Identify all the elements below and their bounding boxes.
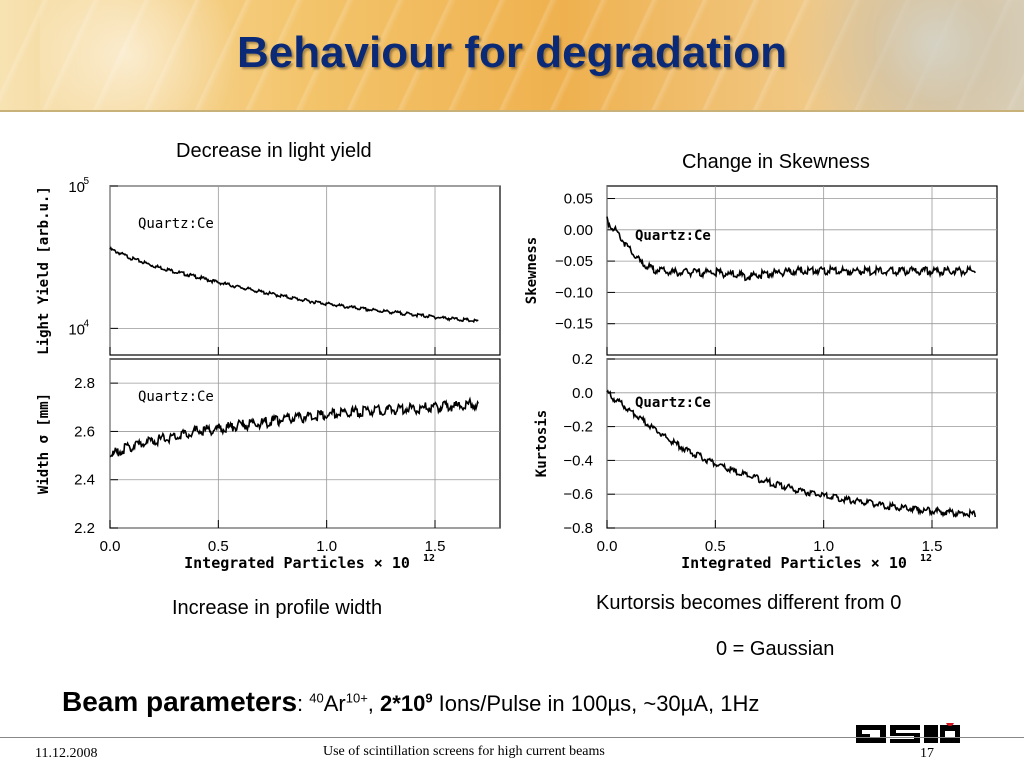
slide-title: Behaviour for degradation (236, 28, 788, 77)
beam-parameters-label: Beam parameters (62, 686, 298, 717)
y-tick-label: 0.05 (564, 191, 593, 208)
caption-light-yield: Decrease in light yield (176, 140, 372, 162)
beam-separator: , (367, 691, 381, 716)
caption-skewness: Change in Skewness (682, 151, 870, 173)
plot-frame (109, 358, 501, 529)
y-tick-label: 0.0 (572, 385, 593, 402)
beam-intensity: 2*10 (380, 691, 426, 716)
y-tick-label: 2.4 (74, 472, 95, 489)
y-tick-label: −0.2 (563, 419, 593, 436)
beam-details: Ions/Pulse in 100µs, ~30µA, 1Hz (432, 691, 760, 716)
y-tick-label: −0.6 (563, 486, 593, 503)
y-tick-label: 2.6 (74, 423, 95, 440)
x-tick-label: 0.5 (208, 538, 229, 555)
y-tick-label: −0.10 (555, 284, 593, 301)
series-annotation: Quartz:Ce (635, 395, 711, 411)
x-tick-label: 1.0 (316, 538, 337, 555)
x-axis-label-exponent: 12 (423, 553, 435, 564)
x-tick-label: 0.0 (100, 538, 121, 555)
header-banner (0, 0, 1024, 110)
y-tick-label: 0.00 (564, 222, 593, 239)
y-axis-label: Skewness (524, 237, 540, 304)
beam-intensity-exponent: 9 (425, 690, 433, 706)
beam-colon: : (297, 691, 310, 716)
header-divider (0, 110, 1024, 112)
x-tick-label: 1.5 (922, 538, 943, 555)
gsi-logo (856, 723, 960, 743)
y-tick-label: 2.2 (74, 520, 95, 537)
beam-element: Ar (323, 691, 346, 716)
caption-profile-width: Increase in profile width (172, 597, 383, 619)
beam-parameters: Beam parameters: 40Ar10+, 2*109 Ions/Pul… (62, 686, 759, 718)
y-tick-label-exponent: 5 (83, 176, 89, 187)
caption-kurtosis: Kurtorsis becomes different from 0 (596, 592, 902, 614)
y-tick-label: 10 (68, 179, 85, 196)
x-axis-label-exponent: 12 (920, 553, 932, 564)
banner-glow (40, 0, 260, 110)
plot-frame (606, 358, 998, 529)
y-tick-label: 10 (68, 321, 85, 338)
footer-date: 11.12.2008 (35, 746, 98, 761)
data-series-line (606, 216, 976, 282)
data-series-line (606, 389, 977, 519)
data-series-line (109, 246, 479, 324)
beam-mass-number: 40 (309, 690, 324, 706)
caption-gaussian: 0 = Gaussian (716, 638, 835, 660)
x-tick-label: 1.0 (813, 538, 834, 555)
y-axis-label: Width σ [mm] (36, 393, 52, 494)
y-tick-label: 0.2 (572, 351, 593, 368)
x-axis-label: Integrated Particles × 10 (681, 554, 907, 572)
data-series-line (109, 396, 480, 458)
x-tick-label: 0.0 (597, 538, 618, 555)
y-axis-label: Light Yield [arb.u.] (36, 186, 52, 355)
series-annotation: Quartz:Ce (138, 389, 214, 405)
x-axis-label: Integrated Particles × 10 (184, 554, 410, 572)
y-tick-label: 2.8 (74, 375, 95, 392)
x-tick-label: 1.5 (425, 538, 446, 555)
beam-charge: 10+ (345, 690, 368, 706)
series-annotation: Quartz:Ce (138, 216, 214, 232)
x-tick-label: 0.5 (705, 538, 726, 555)
banner-apparatus-image (724, 0, 1024, 110)
y-tick-label: −0.05 (555, 253, 593, 270)
footer-subject: Use of scintillation screens for high cu… (323, 744, 605, 759)
y-tick-label: −0.15 (555, 316, 593, 333)
series-annotation: Quartz:Ce (635, 228, 711, 244)
y-tick-label: −0.4 (563, 452, 593, 469)
footer-divider (0, 737, 1024, 738)
plot-frame (109, 185, 501, 356)
y-axis-label: Kurtosis (534, 410, 550, 477)
y-tick-label-exponent: 4 (83, 318, 89, 329)
y-tick-label: −0.8 (563, 520, 593, 537)
footer-page-number: 17 (920, 746, 934, 761)
